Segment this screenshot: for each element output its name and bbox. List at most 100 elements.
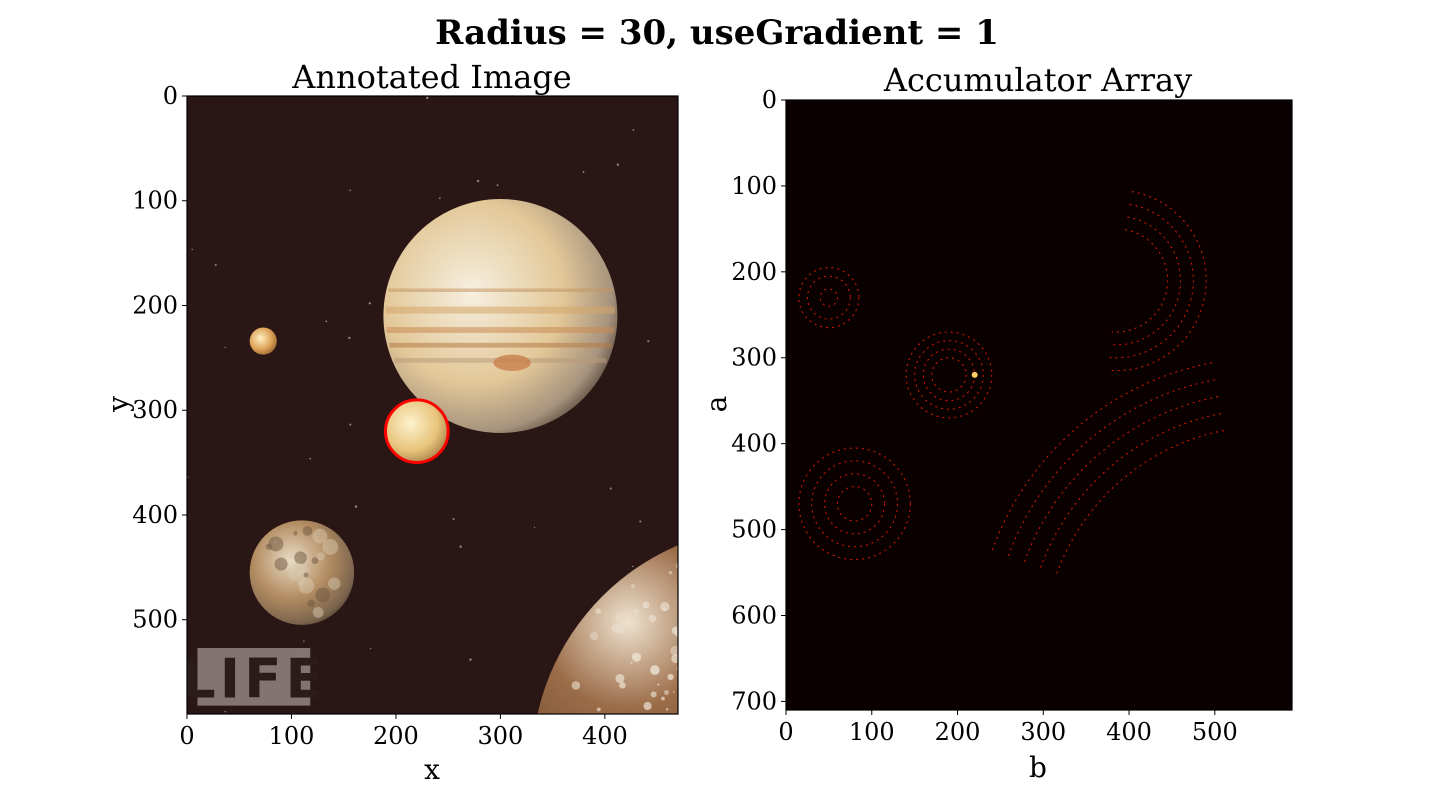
crater	[666, 744, 671, 749]
crater	[733, 666, 741, 674]
crater	[563, 732, 567, 736]
crater	[681, 587, 685, 591]
crater	[691, 744, 697, 750]
surface-patch	[274, 557, 288, 571]
star	[191, 248, 193, 251]
great-red-spot	[493, 354, 531, 371]
star	[224, 346, 226, 349]
annotated-image-frame	[186, 95, 679, 715]
accumulator-axes: Accumulator Array 0 100 200 300 400 500 0 100 2…	[700, 61, 1293, 784]
crater	[661, 696, 665, 701]
star	[476, 179, 480, 183]
surface-patch	[316, 552, 325, 561]
star	[609, 487, 612, 490]
surface-patch	[294, 551, 307, 565]
crater	[647, 742, 656, 751]
y-tick-label: 100	[132, 187, 178, 215]
surface-patch	[298, 577, 315, 594]
crater	[663, 727, 671, 735]
crater	[767, 657, 774, 664]
annotated-image-title: Annotated Image	[291, 58, 571, 96]
crater	[681, 556, 688, 563]
crater	[737, 560, 742, 565]
crater	[703, 640, 711, 648]
star	[348, 336, 351, 340]
x-tick-label: 300	[1020, 718, 1066, 746]
crater	[742, 562, 749, 569]
crater	[561, 757, 570, 766]
surface-patch	[289, 554, 295, 559]
crater	[682, 589, 692, 599]
x-tick-label: 0	[778, 718, 793, 746]
crater	[706, 699, 710, 703]
crater	[663, 607, 667, 612]
crater	[676, 764, 681, 769]
star	[496, 184, 499, 187]
crater	[698, 719, 703, 724]
star	[632, 129, 635, 131]
x-tick-label: 500	[1192, 718, 1238, 746]
accumulator-vote-arc	[1111, 229, 1169, 333]
crater	[679, 685, 683, 689]
crater	[615, 613, 623, 621]
crater	[740, 670, 743, 673]
crater	[705, 620, 712, 627]
star	[425, 96, 429, 100]
crater	[598, 752, 602, 756]
accumulator-x-ticks: 0 100 200 300 400 500	[778, 710, 1238, 746]
figure-suptitle: Radius = 30, useGradient = 1	[435, 13, 999, 53]
crater	[714, 680, 723, 689]
star	[647, 340, 650, 343]
y-tick-label: 0	[163, 82, 178, 110]
star	[582, 170, 585, 173]
accumulator-vote-arc	[1110, 216, 1181, 346]
accumulator-ylabel: a	[700, 396, 733, 413]
crater	[671, 654, 678, 664]
star	[354, 505, 358, 508]
crater	[702, 544, 705, 547]
accumulator-vote-arc	[798, 266, 860, 329]
jupiter-band	[388, 288, 613, 292]
star	[325, 320, 328, 323]
jupiter-moon	[383, 198, 618, 433]
crater	[724, 649, 731, 656]
surface-patch	[302, 526, 313, 536]
crater	[657, 683, 660, 686]
y-tick-label: 700	[731, 687, 777, 715]
y-tick-label: 200	[132, 291, 178, 319]
y-tick-label: 400	[731, 430, 777, 458]
star	[533, 526, 536, 529]
crater	[729, 587, 739, 597]
crater	[571, 681, 581, 690]
x-tick-label: 0	[179, 722, 194, 750]
crater	[692, 750, 694, 752]
crater	[672, 690, 675, 693]
crater	[737, 584, 744, 591]
x-tick-label: 200	[935, 718, 981, 746]
europa-moon	[249, 327, 277, 355]
star	[639, 520, 642, 523]
y-tick-label: 500	[731, 516, 777, 544]
annotated-image-xlabel: x	[424, 753, 440, 786]
accumulator-vote-arc	[806, 275, 851, 320]
crater	[702, 618, 706, 622]
accumulator-background	[786, 100, 1292, 710]
star	[349, 423, 352, 426]
crater	[702, 579, 707, 584]
crater	[644, 731, 652, 739]
x-tick-label: 300	[477, 722, 523, 750]
surface-patch	[268, 536, 284, 552]
crater	[720, 581, 728, 589]
crater	[687, 548, 695, 556]
crater	[727, 564, 731, 568]
crater	[729, 677, 732, 680]
surface-patch	[322, 539, 339, 555]
crater	[619, 681, 626, 689]
crater	[682, 592, 689, 599]
x-tick-label: 200	[373, 722, 419, 750]
life-stamp-text: LIFE	[181, 647, 327, 711]
annotated-image-ylabel: y	[102, 396, 135, 413]
crater	[647, 736, 653, 742]
accumulator-title: Accumulator Array	[883, 61, 1192, 99]
crater	[667, 673, 674, 681]
